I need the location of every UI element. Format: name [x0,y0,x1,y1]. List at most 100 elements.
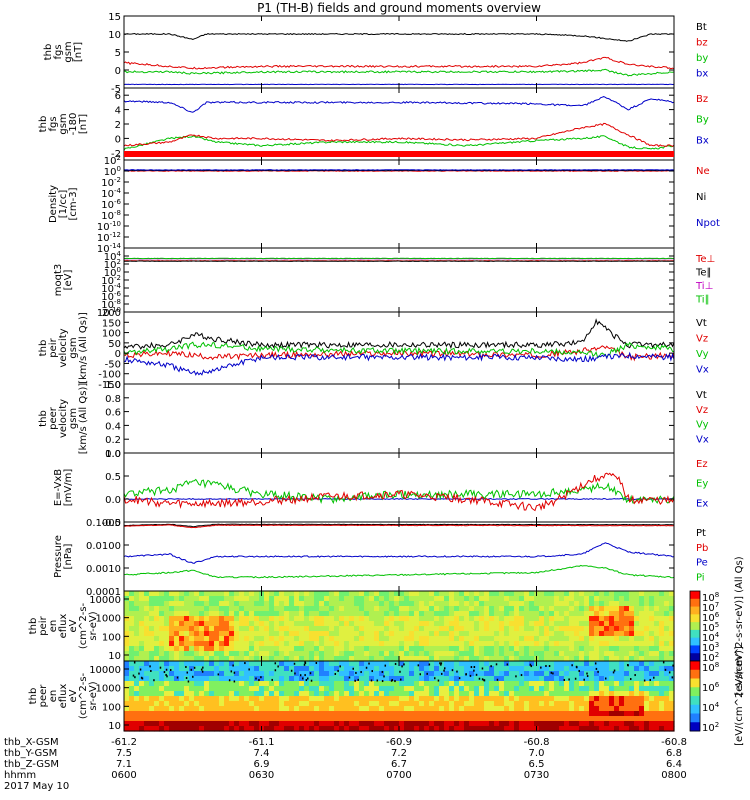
spectrogram-cell [229,711,235,717]
spectrogram-cell [324,601,330,607]
spectrogram-cell [479,691,485,697]
spectrogram-cell [144,666,150,672]
spectrogram-cell [284,726,290,732]
spectrogram-cell [414,671,420,677]
spectrogram-cell [159,601,165,607]
spectrogram-cell [324,611,330,617]
spectrogram-cell [554,641,560,647]
spectrogram-cell [274,651,280,657]
spectrogram-cell [544,726,550,732]
spectrogram-speckle [274,662,277,665]
y-axis-label: [km/s (All Qs)] [78,383,89,455]
spectrogram-speckle [141,677,144,680]
spectrogram-cell [559,686,565,692]
spectrogram-cell [219,646,225,652]
spectrogram-cell [124,616,130,622]
spectrogram-cell [549,681,555,687]
spectrogram-cell [569,626,575,632]
spectrogram-cell [349,671,355,677]
spectrogram-cell [374,631,380,637]
x-axis-row-label: thb_X-GSM [4,737,59,748]
spectrogram-cell [224,711,230,717]
spectrogram-cell [174,641,180,647]
spectrogram-cell [149,611,155,617]
spectrogram-cell [489,631,495,637]
spectrogram-speckle [401,665,403,668]
spectrogram-cell [544,711,550,717]
spectrogram-cell [359,636,365,642]
spectrogram-cell [149,606,155,612]
spectrogram-cell [129,596,135,602]
y-tick-label: 10-4 [101,282,121,295]
spectrogram-cell [409,661,415,667]
spectrogram-cell [619,671,625,677]
spectrogram-cell [499,636,505,642]
spectrogram-cell [389,656,395,662]
spectrogram-cell [449,606,455,612]
spectrogram-cell [404,646,410,652]
spectrogram-cell [259,681,265,687]
spectrogram-cell [274,671,280,677]
spectrogram-cell [314,631,320,637]
spectrogram-cell [309,666,315,672]
spectrogram-cell [634,681,640,687]
spectrogram-cell [489,591,495,597]
spectrogram-cell [474,636,480,642]
spectrogram-speckle [185,665,187,668]
spectrogram-speckle [439,662,441,665]
spectrogram-cell [589,606,595,612]
spectrogram-cell [449,691,455,697]
spectrogram-cell [564,656,570,662]
spectrogram-cell [169,701,175,707]
spectrogram-cell [554,691,560,697]
spectrogram-cell [344,706,350,712]
spectrogram-cell [299,641,305,647]
spectrogram-cell [654,606,660,612]
spectrogram-cell [539,596,545,602]
spectrogram-cell [629,671,635,677]
spectrogram-cell [589,676,595,682]
spectrogram-cell [634,601,640,607]
spectrogram-cell [559,701,565,707]
spectrogram-cell [299,606,305,612]
series-line-By [123,135,675,151]
spectrogram-cell [459,631,465,637]
spectrogram-cell [209,631,215,637]
spectrogram-speckle [381,680,384,683]
spectrogram-cell [354,726,360,732]
spectrogram-cell [499,701,505,707]
spectrogram-cell [614,661,620,667]
spectrogram-cell [399,716,405,722]
spectrogram-cell [529,676,535,682]
colorbar-swatch [690,678,700,688]
spectrogram-cell [289,596,295,602]
spectrogram-cell [639,701,645,707]
spectrogram-cell [449,656,455,662]
spectrogram-cell [529,656,535,662]
spectrogram-cell [409,621,415,627]
spectrogram-cell [289,691,295,697]
spectrogram-cell [184,646,190,652]
spectrogram-cell [329,611,335,617]
spectrogram-cell [334,656,340,662]
spectrogram-cell [499,611,505,617]
spectrogram-cell [404,716,410,722]
spectrogram-cell [604,686,610,692]
spectrogram-cell [439,626,445,632]
spectrogram-cell [264,701,270,707]
spectrogram-cell [349,716,355,722]
spectrogram-cell [244,676,250,682]
colorbar-tick-label: 106 [702,681,720,694]
spectrogram-cell [164,646,170,652]
spectrogram-speckle [550,671,553,674]
spectrogram-cell [259,651,265,657]
spectrogram-cell [604,606,610,612]
spectrogram-cell [259,646,265,652]
spectrogram-cell [334,601,340,607]
spectrogram-cell [489,651,495,657]
spectrogram-cell [579,626,585,632]
spectrogram-cell [569,681,575,687]
spectrogram-cell [249,681,255,687]
legend-entry: Vt [696,318,707,329]
spectrogram-cell [664,636,670,642]
